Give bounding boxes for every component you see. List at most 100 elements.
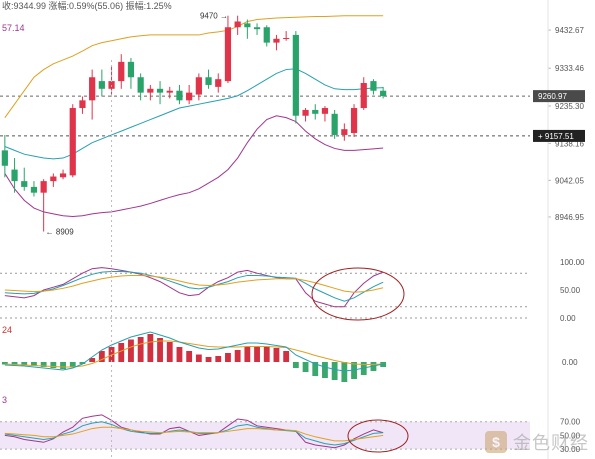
macd-bar bbox=[31, 362, 37, 366]
stoch-tick-label: 100.00 bbox=[560, 258, 585, 267]
price-tick-label: 9235.30 bbox=[555, 102, 584, 111]
macd-bar bbox=[273, 348, 280, 362]
current-price-tag-label: 9260.97 bbox=[538, 92, 567, 101]
macd-bar bbox=[21, 362, 28, 366]
macd-bar bbox=[40, 362, 47, 367]
macd-bar bbox=[128, 339, 134, 362]
macd-bar bbox=[69, 362, 76, 367]
candle-body bbox=[89, 77, 96, 101]
watermark: $ 金色财经 bbox=[485, 429, 589, 455]
watermark-logo-icon: $ bbox=[485, 431, 507, 453]
candle-body bbox=[224, 27, 232, 82]
line-price-tag bbox=[533, 129, 585, 142]
candle-body bbox=[215, 79, 222, 87]
header-price-summary: 收:9344.99 涨幅:0.59%(55.06) 振幅:1.25% bbox=[2, 0, 172, 11]
macd-bar bbox=[322, 362, 328, 378]
stoch-tick-label: 50.00 bbox=[560, 286, 581, 295]
highlight-circle bbox=[311, 267, 405, 321]
price-tick-label: 9432.67 bbox=[555, 26, 584, 35]
candle-body bbox=[312, 109, 319, 114]
stoch-series-2 bbox=[4, 274, 384, 293]
macd-bar bbox=[283, 351, 290, 362]
macd-bar bbox=[225, 353, 231, 362]
macd-bar bbox=[50, 362, 57, 368]
low-annotation: ← 8909 bbox=[46, 228, 75, 237]
candle-body bbox=[69, 108, 76, 176]
candle-body bbox=[166, 90, 173, 93]
candle-body bbox=[21, 181, 28, 187]
macd-bar bbox=[205, 357, 212, 362]
macd-bar bbox=[292, 362, 299, 368]
macd-bar bbox=[186, 351, 193, 362]
rsi-tick-label: 70.00 bbox=[560, 418, 581, 427]
line-price-tag-label: + 9157.51 bbox=[538, 132, 574, 141]
macd-bar bbox=[341, 362, 348, 382]
rsi-series-2 bbox=[4, 426, 384, 442]
rsi-left-label: 3 bbox=[2, 395, 7, 405]
candle-body bbox=[263, 27, 270, 43]
boll-mid-line bbox=[4, 68, 384, 160]
candle-body bbox=[273, 38, 280, 43]
candle-body bbox=[156, 88, 164, 93]
candle-body bbox=[147, 88, 154, 93]
candle-body bbox=[360, 83, 367, 109]
macd-bar bbox=[118, 343, 125, 362]
candle-body bbox=[195, 77, 202, 95]
candle-body bbox=[380, 90, 387, 97]
candle-body bbox=[118, 61, 125, 82]
macd-bar bbox=[157, 338, 163, 362]
macd-tick-label: 0.00 bbox=[562, 358, 578, 367]
macd-bar bbox=[234, 350, 241, 362]
stoch-tick-label: 0.00 bbox=[560, 314, 576, 323]
price-tick-label: 9138.16 bbox=[555, 139, 584, 148]
rsi-panel: 70.00 50.00 30.00 bbox=[0, 414, 581, 454]
candle-body bbox=[244, 23, 251, 28]
candle-body bbox=[253, 27, 261, 30]
header-indicator-value: 57.14 bbox=[2, 23, 25, 33]
candle-body bbox=[50, 176, 57, 182]
boll-upper-line bbox=[4, 15, 384, 118]
candle-body bbox=[331, 113, 338, 135]
candle-body bbox=[30, 186, 38, 193]
macd-bar bbox=[147, 334, 154, 362]
candle-body bbox=[1, 150, 8, 166]
macd-bar bbox=[1, 362, 8, 365]
highlight-circle bbox=[347, 419, 409, 453]
candle-body bbox=[176, 90, 183, 101]
macd-line-1 bbox=[4, 331, 384, 372]
macd-bar bbox=[254, 346, 260, 362]
price-tick-label: 8946.95 bbox=[555, 213, 584, 222]
macd-bar bbox=[166, 342, 173, 362]
boll-lower-line bbox=[4, 115, 384, 218]
macd-bar bbox=[312, 362, 319, 376]
macd-bar bbox=[79, 362, 86, 364]
stoch-series-1 bbox=[4, 271, 384, 302]
rsi-tick-label: 30.00 bbox=[560, 445, 581, 454]
macd-bar bbox=[89, 358, 96, 362]
candle-body bbox=[292, 34, 299, 116]
candle-body bbox=[127, 61, 135, 78]
macd-bar bbox=[11, 362, 18, 365]
candle-body bbox=[302, 109, 309, 116]
rsi-tick-label: 50.00 bbox=[560, 431, 581, 440]
watermark-text: 金色财经 bbox=[513, 433, 589, 454]
candle-body bbox=[205, 77, 212, 85]
price-tick-label: 9042.05 bbox=[555, 176, 584, 185]
high-annotation: 9470 → bbox=[200, 12, 228, 21]
macd-bar bbox=[244, 347, 251, 362]
price-tick-label: 9333.46 bbox=[555, 64, 584, 73]
candle-body bbox=[59, 173, 67, 178]
macd-bar bbox=[263, 347, 270, 362]
macd-line-0 bbox=[4, 340, 384, 368]
candle-body bbox=[98, 81, 105, 89]
stoch-series-0 bbox=[4, 267, 384, 308]
macd-bar bbox=[176, 347, 183, 362]
candle-body bbox=[137, 77, 144, 93]
candle-body bbox=[321, 108, 329, 114]
rsi-series-0 bbox=[4, 414, 384, 449]
current-price-tag bbox=[533, 90, 585, 103]
candle-body bbox=[370, 81, 377, 91]
macd-bar bbox=[302, 362, 309, 372]
